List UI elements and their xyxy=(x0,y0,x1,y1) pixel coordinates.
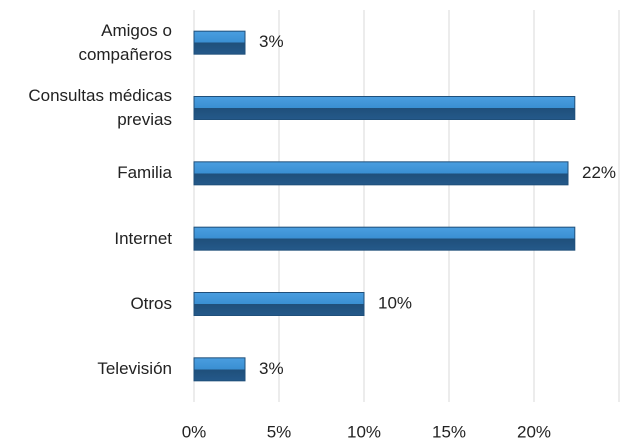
y-tick-label: Amigos o compañeros xyxy=(78,20,172,64)
data-label: 3% xyxy=(259,32,284,51)
y-tick-label: Televisión xyxy=(97,359,172,379)
data-label: 3% xyxy=(259,359,284,378)
data-label: 22% xyxy=(582,163,616,182)
data-label: 10% xyxy=(378,293,412,312)
bar xyxy=(193,30,246,55)
x-tick-label: 15% xyxy=(432,422,466,441)
y-tick-label: Internet xyxy=(114,228,172,248)
bar xyxy=(193,161,569,186)
bar xyxy=(193,96,576,120)
bar xyxy=(193,226,576,251)
x-tick-label: 10% xyxy=(347,422,381,441)
bar xyxy=(193,292,365,316)
y-tick-label: Otros xyxy=(130,294,172,313)
x-tick-label: 0% xyxy=(182,422,207,441)
bar xyxy=(193,357,246,382)
y-tick-label: Consultas médicas previas xyxy=(28,86,172,129)
x-tick-label: 20% xyxy=(517,422,551,441)
y-tick-label: Familia xyxy=(117,163,172,183)
x-tick-label: 5% xyxy=(267,422,292,441)
